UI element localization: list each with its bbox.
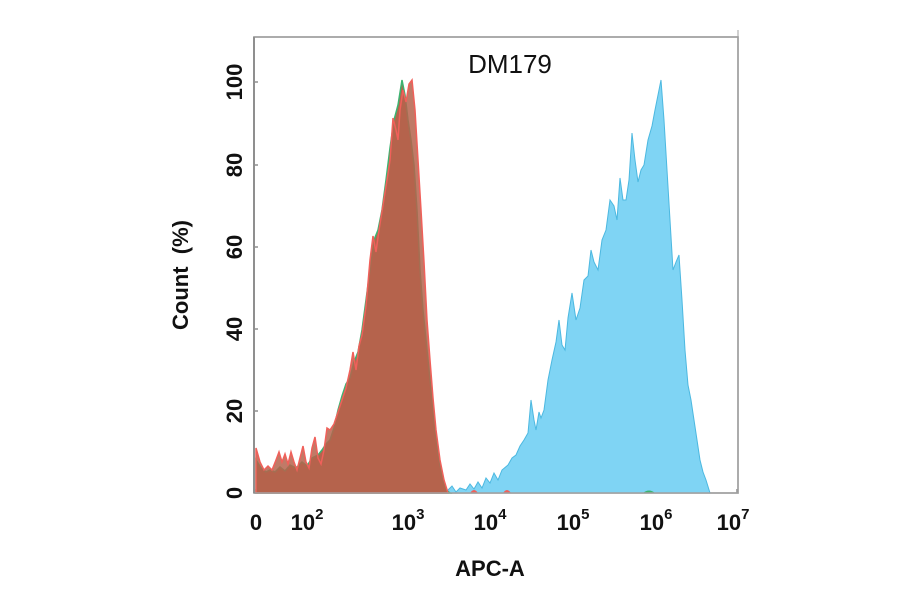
x-axis-title: APC-A <box>455 556 525 581</box>
y-axis-title: Count (%) <box>168 220 193 330</box>
svg-text:106: 106 <box>640 506 673 535</box>
svg-text:100: 100 <box>222 64 247 101</box>
svg-text:40: 40 <box>222 317 247 341</box>
svg-text:105: 105 <box>557 506 590 535</box>
chart-title: DM179 <box>468 49 552 79</box>
svg-text:0: 0 <box>222 487 247 499</box>
svg-text:107: 107 <box>717 506 750 535</box>
svg-text:80: 80 <box>222 153 247 177</box>
svg-text:102: 102 <box>291 506 324 535</box>
svg-text:60: 60 <box>222 235 247 259</box>
svg-text:20: 20 <box>222 399 247 423</box>
svg-text:103: 103 <box>392 506 425 535</box>
x-tick-labels: 0 102 103 104 105 106 107 <box>250 506 750 535</box>
series-positive-stained <box>443 79 711 494</box>
svg-text:0: 0 <box>250 510 262 535</box>
series-isotype-control <box>255 78 450 494</box>
y-tick-labels: 0 20 40 60 80 100 <box>222 64 247 499</box>
svg-text:104: 104 <box>474 506 507 535</box>
